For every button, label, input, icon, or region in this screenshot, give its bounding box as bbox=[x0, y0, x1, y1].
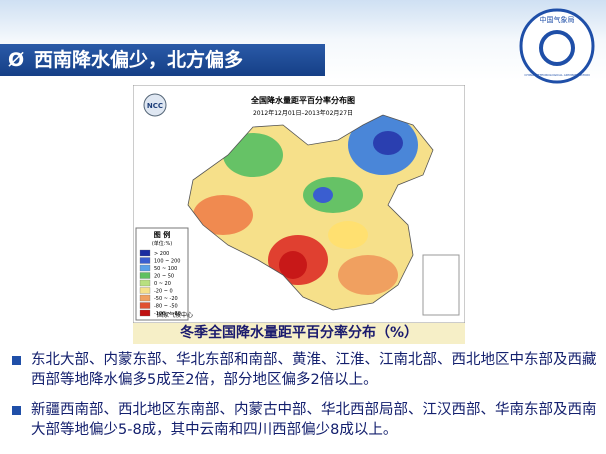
bullet-text: 东北大部、内蒙东部、华北东部和南部、黄淮、江淮、江南北部、西北地区中东部及西藏西… bbox=[31, 352, 597, 388]
map-credit: 国家气候中心 bbox=[157, 311, 193, 319]
legend-swatch bbox=[139, 279, 151, 287]
agency-logo: NCC bbox=[147, 102, 163, 110]
legend-unit: (单位:%) bbox=[152, 240, 172, 247]
legend-swatch bbox=[139, 302, 151, 309]
legend-swatch bbox=[139, 294, 151, 302]
legend-label: 20 ~ 50 bbox=[154, 274, 174, 280]
legend-swatch bbox=[139, 287, 151, 294]
caption: 冬季全国降水量距平百分率分布（%） bbox=[133, 323, 465, 344]
legend-label: -80 ~ -50 bbox=[154, 304, 178, 310]
logo-ring bbox=[519, 8, 595, 84]
legend-label: -50 ~ -20 bbox=[154, 296, 178, 302]
slide-title: 西南降水偏少，北方偏多 bbox=[34, 49, 244, 71]
legend-swatch bbox=[139, 257, 151, 264]
legend-title: 图 例 bbox=[154, 230, 170, 239]
map-fill bbox=[188, 115, 433, 310]
legend-label: -20 ~ 0 bbox=[154, 289, 173, 295]
legend-swatch bbox=[139, 249, 151, 257]
bullet-marker bbox=[12, 356, 21, 365]
logo: 中国气象局 CHINA METEOROLOGICAL ADMINISTRATIO… bbox=[519, 8, 595, 84]
bullet-text: 新疆西南部、西北地区东南部、内蒙古中部、华北西部局部、江汉西部、华南东部及西南大… bbox=[31, 402, 597, 438]
bullet-symbol: Ø bbox=[8, 49, 25, 71]
legend-swatch bbox=[139, 309, 151, 317]
legend-label: 0 ~ 20 bbox=[154, 281, 171, 287]
legend-label: 50 ~ 100 bbox=[154, 266, 177, 272]
map: NCC 全国降水量距平百分率分布图 2012年12月01日–2013年02月27… bbox=[133, 85, 465, 323]
title-bar: Ø 西南降水偏少，北方偏多 bbox=[0, 44, 325, 76]
legend-label: -100 ~ -80 bbox=[154, 311, 181, 317]
map-title: 全国降水量距平百分率分布图 bbox=[250, 95, 355, 105]
bullet: 新疆西南部、西北地区东南部、内蒙古中部、华北西部局部、江汉西部、华南东部及西南大… bbox=[8, 400, 600, 440]
inset bbox=[422, 254, 460, 316]
agency-logo-mark bbox=[143, 93, 167, 117]
map-subtitle: 2012年12月01日–2013年02月27日 bbox=[253, 109, 353, 117]
bullet: 东北大部、内蒙东部、华北东部和南部、黄淮、江淮、江南北部、西北地区中东部及西藏西… bbox=[8, 350, 600, 390]
map-outline bbox=[187, 114, 434, 311]
legend-swatch bbox=[139, 272, 151, 279]
legend-swatch bbox=[139, 264, 151, 272]
logo-name: 中国气象局 bbox=[540, 15, 575, 24]
bullet-marker bbox=[12, 406, 21, 415]
logo-english: CHINA METEOROLOGICAL ADMINISTRATION bbox=[524, 73, 589, 77]
logo-emblem bbox=[539, 30, 575, 66]
legend-label: 100 ~ 200 bbox=[154, 259, 180, 265]
legend-label: > 200 bbox=[154, 251, 169, 257]
